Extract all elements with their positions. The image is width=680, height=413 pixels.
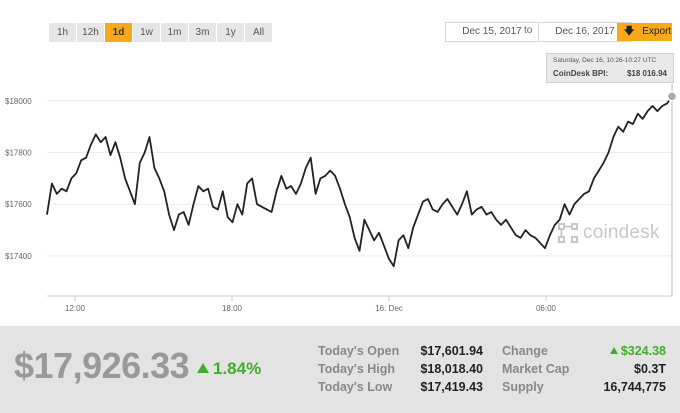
y-tick-label: $17800 <box>5 148 32 157</box>
x-tick-label: 16. Dec <box>375 304 403 313</box>
supply-value: 16,744,775 <box>603 380 666 394</box>
current-price: $17,926.33 <box>14 345 190 386</box>
coindesk-watermark: coindesk <box>557 222 660 244</box>
range-selector: 1h 12h 1d 1w 1m 3m 1y All <box>49 23 273 42</box>
change-label: Change <box>502 344 548 358</box>
x-tick-label: 06:00 <box>536 304 557 313</box>
summary-panel: $17,926.33 1.84% Today's Open $17,601.94… <box>0 326 680 413</box>
date-separator: to <box>524 25 533 36</box>
chart-tooltip: Saturday, Dec 16, 10:26-10:27 UTC CoinDe… <box>546 53 674 83</box>
coindesk-logo-icon <box>558 223 578 243</box>
price-series-line <box>46 95 673 268</box>
y-tick-label: $18000 <box>5 97 32 106</box>
x-tick-label: 12:00 <box>65 304 86 313</box>
change-percent: 1.84% <box>197 359 261 379</box>
up-arrow-icon <box>197 363 209 373</box>
change-value-text: $324.38 <box>620 344 666 358</box>
range-button-3m[interactable]: 3m <box>189 23 216 42</box>
open-value: $17,601.94 <box>420 344 483 358</box>
range-button-1w[interactable]: 1w <box>133 23 160 42</box>
watermark-text: coindesk <box>583 222 660 243</box>
market-cap-label: Market Cap <box>502 362 570 376</box>
range-button-1m[interactable]: 1m <box>161 23 188 42</box>
export-button[interactable]: 🡇 Export <box>617 23 672 41</box>
tooltip-label: CoinDesk BPI: <box>553 69 609 78</box>
x-tick-label: 18:00 <box>222 304 243 313</box>
y-tick-label: $17600 <box>5 200 32 209</box>
download-icon: 🡇 <box>624 26 635 37</box>
high-label: Today's High <box>318 362 396 376</box>
tooltip-date: Saturday, Dec 16, 10:26-10:27 UTC <box>553 57 657 64</box>
export-label: Export <box>642 26 672 37</box>
up-arrow-icon <box>609 347 618 354</box>
range-button-1y[interactable]: 1y <box>217 23 244 42</box>
range-button-All[interactable]: All <box>245 23 272 42</box>
range-button-1d[interactable]: 1d <box>105 23 132 42</box>
low-label: Today's Low <box>318 380 393 394</box>
low-value: $17,419.43 <box>420 380 483 394</box>
open-label: Today's Open <box>318 344 400 358</box>
hover-point <box>666 91 678 102</box>
supply-label: Supply <box>502 380 544 394</box>
change-value: $324.38 <box>609 344 666 358</box>
change-percent-value: 1.84% <box>213 359 262 378</box>
market-cap-value: $0.3T <box>634 362 666 376</box>
range-button-12h[interactable]: 12h <box>77 23 104 42</box>
y-tick-label: $17400 <box>5 252 32 261</box>
tooltip-value: $18 016.94 <box>626 69 667 78</box>
high-value: $18,018.40 <box>420 362 483 376</box>
price-chart: $17400 $17600 $17800 $18000 12:00 18:00 16. De… <box>5 84 678 313</box>
range-button-1h[interactable]: 1h <box>49 23 76 42</box>
